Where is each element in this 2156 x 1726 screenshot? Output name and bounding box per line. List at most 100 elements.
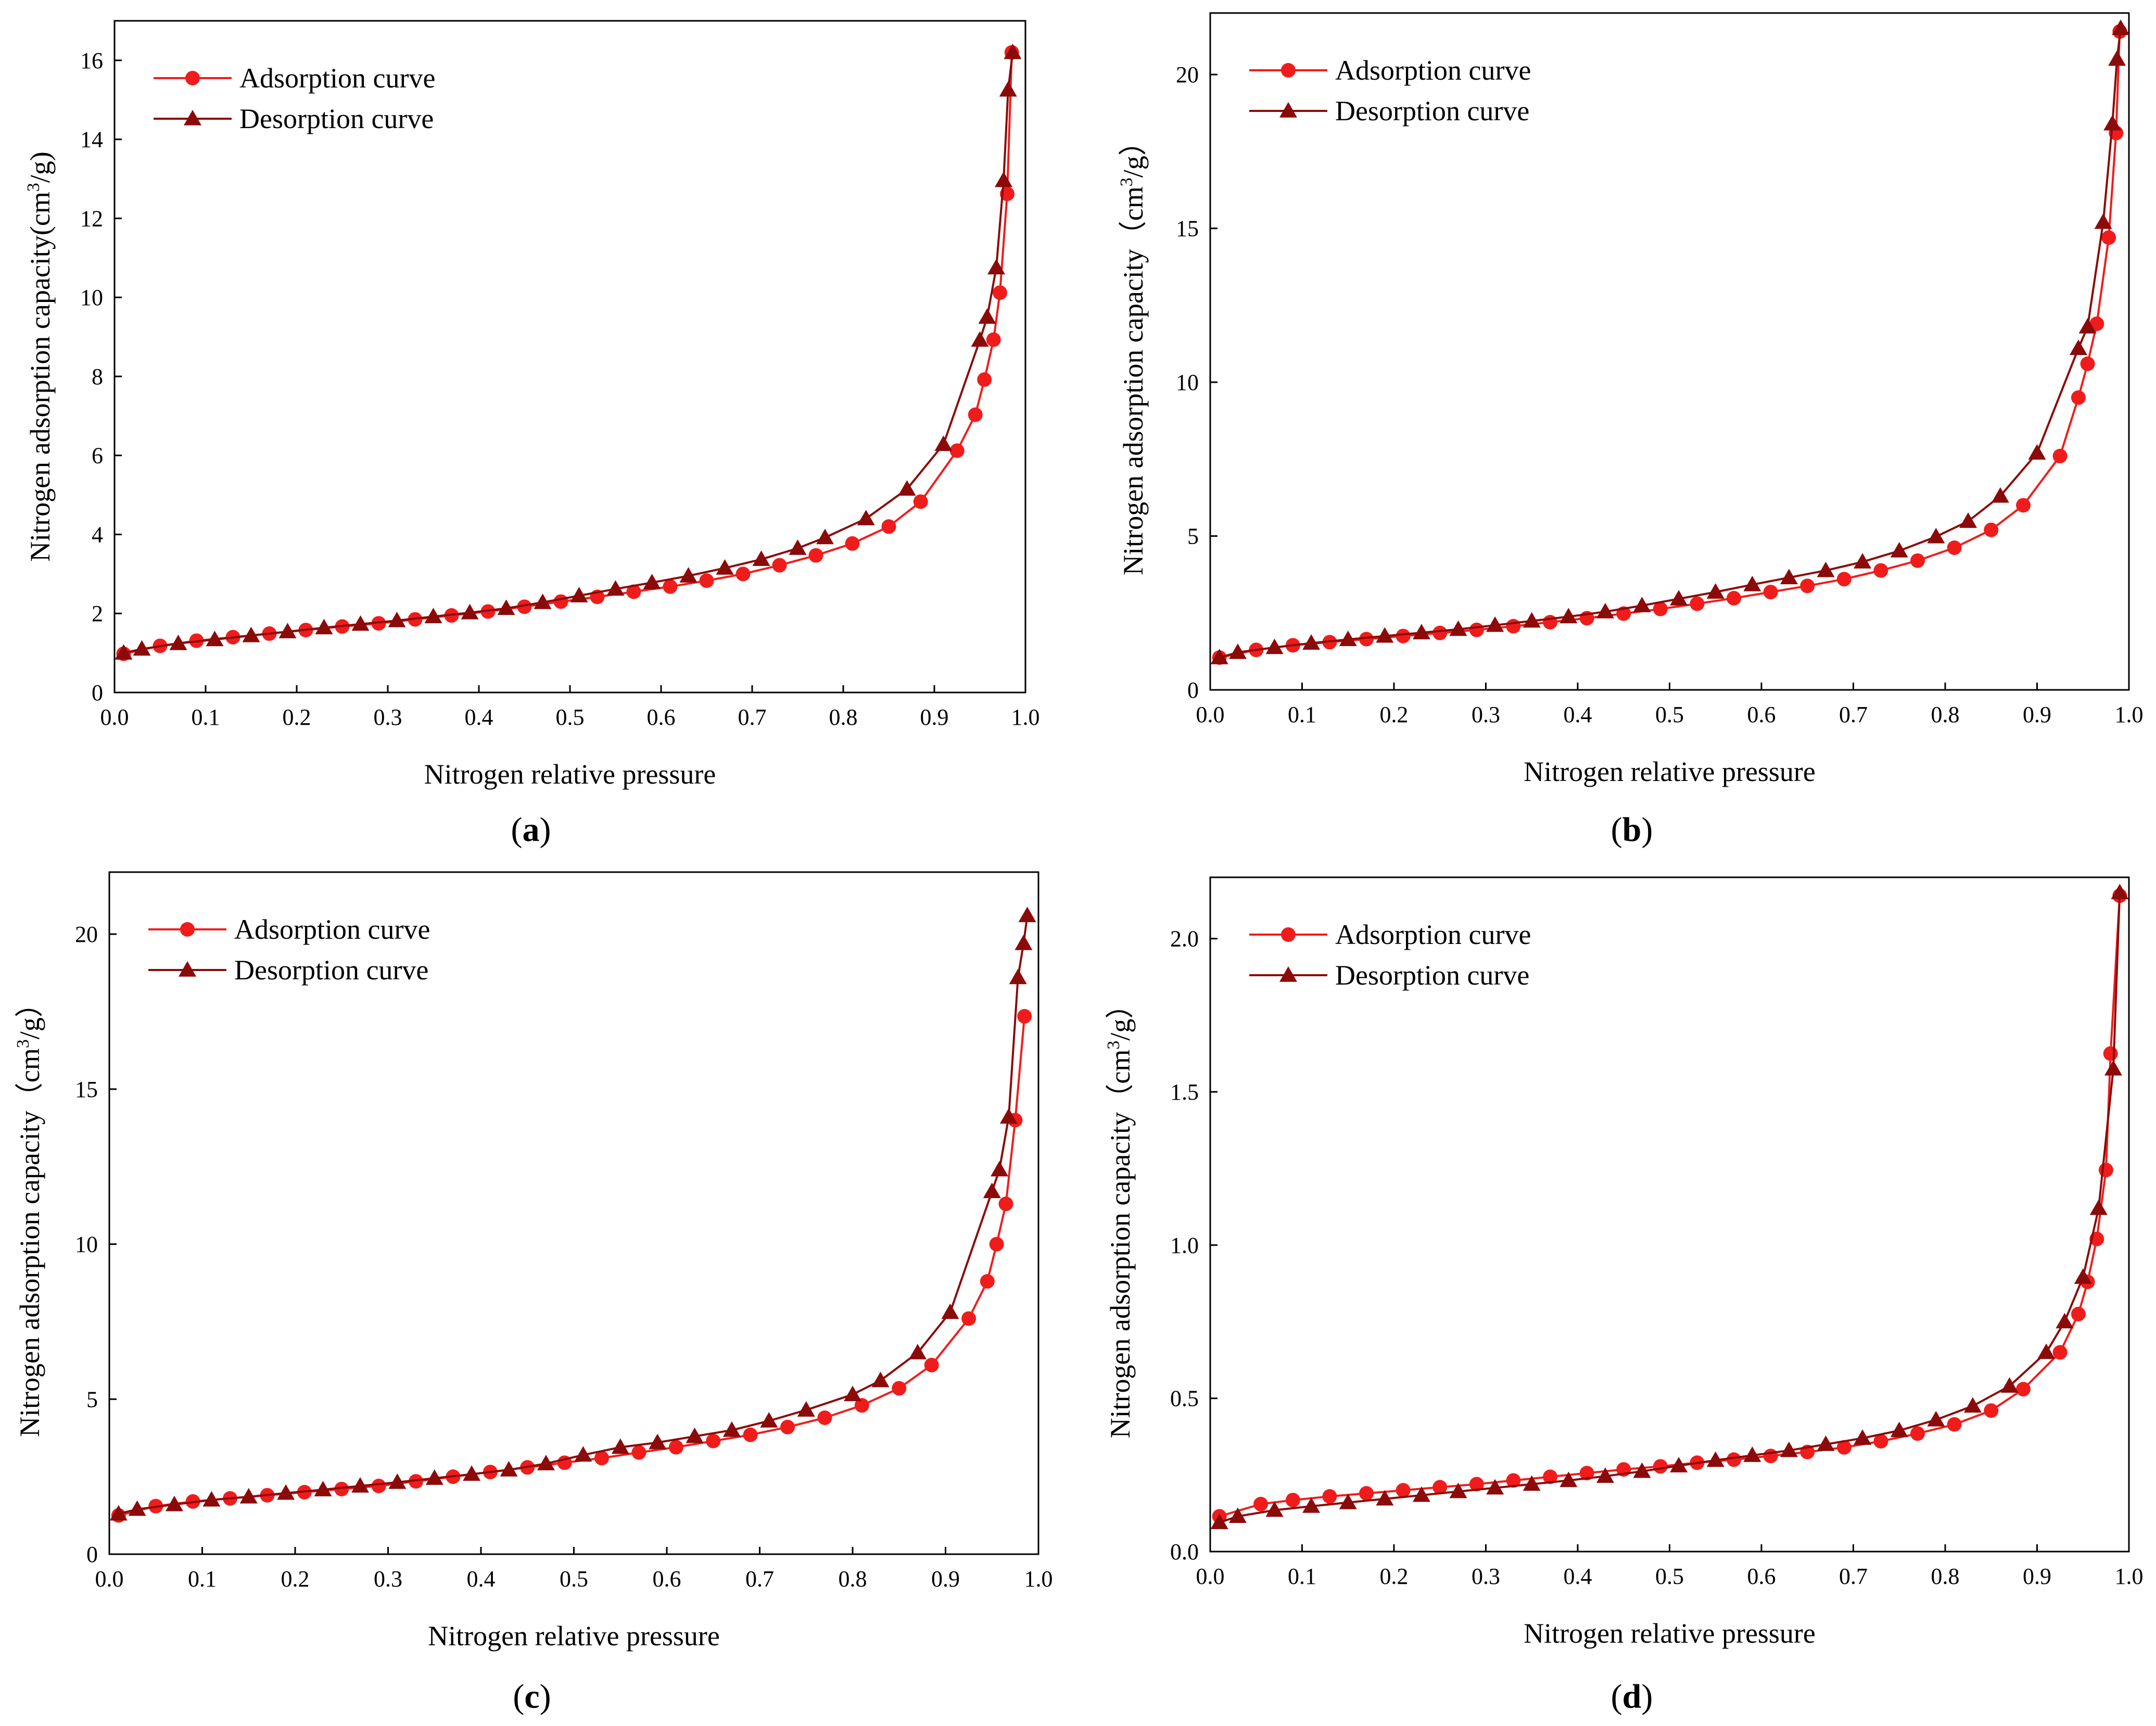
legend: Adsorption curve Desorption curve xyxy=(1249,55,1531,127)
adsorption-point xyxy=(553,594,568,609)
adsorption-point xyxy=(968,407,983,422)
caption-letter: c xyxy=(524,1678,539,1716)
y-tick-label: 5 xyxy=(86,1387,98,1412)
adsorption-point xyxy=(2103,1046,2118,1061)
desorption-point xyxy=(1890,1421,1908,1438)
desorption-point xyxy=(570,587,588,602)
legend-desorption-marker xyxy=(1279,966,1297,982)
adsorption-point xyxy=(845,536,860,551)
desorption-point xyxy=(722,1421,741,1437)
desorption-series xyxy=(1210,19,2130,664)
desorption-point xyxy=(1927,527,1945,544)
desorption-point xyxy=(797,1401,815,1417)
x-tick-label: 0.0 xyxy=(95,1566,124,1592)
adsorption-point xyxy=(1763,1448,1778,1464)
desorption-point xyxy=(2028,444,2046,460)
y-axis-label-superscript: 3 xyxy=(14,1039,33,1048)
desorption-point xyxy=(760,1412,778,1428)
desorption-series xyxy=(1210,884,2129,1529)
legend-desorption-label: Desorption curve xyxy=(239,103,434,134)
adsorption-point xyxy=(993,285,1007,300)
x-tick-label: 0.3 xyxy=(374,1566,402,1592)
adsorption-point xyxy=(854,1398,869,1413)
adsorption-point xyxy=(1984,1403,1999,1418)
desorption-point xyxy=(686,1427,704,1443)
desorption-point xyxy=(1339,1493,1357,1509)
desorption-point xyxy=(1265,638,1284,654)
adsorption-line xyxy=(123,52,1013,655)
adsorption-point xyxy=(1763,585,1778,600)
y-tick-label: 1.5 xyxy=(1170,1079,1199,1105)
desorption-point xyxy=(2103,115,2122,131)
y-axis-label-tail: /g） xyxy=(14,989,45,1039)
y-axis-label-tail: /g) xyxy=(24,152,56,183)
legend-adsorption-label: Adsorption curve xyxy=(1335,919,1531,950)
adsorption-point xyxy=(1359,1486,1374,1501)
y-axis-label: Nitrogen adsorption capacity（cm3/g） xyxy=(1104,991,1136,1439)
desorption-point xyxy=(1780,569,1798,585)
legend-adsorption-label: Adsorption curve xyxy=(1335,55,1531,86)
desorption-point xyxy=(1927,1410,1945,1427)
y-tick-label: 12 xyxy=(80,206,103,231)
adsorption-point xyxy=(626,584,641,599)
adsorption-point xyxy=(1432,625,1448,640)
adsorption-point xyxy=(1543,1469,1558,1484)
caption-letter: a xyxy=(523,811,540,849)
legend-desorption-marker xyxy=(179,961,196,977)
y-tick-label: 20 xyxy=(1176,62,1199,87)
adsorption-point xyxy=(1800,578,1815,594)
desorption-point xyxy=(1449,620,1467,636)
x-tick-label: 0.7 xyxy=(1839,702,1868,727)
panel-caption: (c) xyxy=(513,1678,551,1716)
y-axis-label-superscript: 3 xyxy=(1117,178,1136,186)
adsorption-point xyxy=(1396,628,1411,644)
y-tick-label: 20 xyxy=(75,922,98,947)
adsorption-point xyxy=(1727,1452,1742,1467)
desorption-point xyxy=(1670,590,1688,606)
desorption-point xyxy=(424,608,442,624)
x-tick-label: 0.8 xyxy=(839,1566,867,1592)
desorption-point xyxy=(1963,1397,1982,1413)
x-tick-label: 0.5 xyxy=(1655,702,1684,727)
y-axis-label-main: Nitrogen adsorption capacity(cm xyxy=(24,192,56,562)
caption-open-paren: ( xyxy=(1611,811,1622,849)
legend: Adsorption curve Desorption curve xyxy=(154,62,435,134)
adsorption-point xyxy=(1947,540,1962,555)
desorption-point xyxy=(898,480,916,496)
desorption-series xyxy=(109,906,1036,1521)
desorption-point xyxy=(1412,1486,1430,1502)
desorption-point xyxy=(1559,608,1578,624)
y-tick-label: 10 xyxy=(1176,370,1199,395)
y-axis-label: Nitrogen adsorption capacity（cm3/g） xyxy=(1117,128,1149,575)
desorption-point xyxy=(2111,884,2129,900)
desorption-point xyxy=(388,611,406,627)
x-tick-label: 0.1 xyxy=(1288,702,1316,727)
adsorption-point xyxy=(2016,1382,2031,1397)
adsorption-point xyxy=(517,599,532,614)
desorption-point xyxy=(1817,1435,1835,1451)
desorption-point xyxy=(1412,624,1430,639)
desorption-point xyxy=(995,171,1012,187)
y-tick-label: 10 xyxy=(80,285,103,310)
y-tick-label: 2.0 xyxy=(1170,926,1199,952)
caption-letter: d xyxy=(1622,1678,1642,1716)
desorption-point xyxy=(1633,597,1651,612)
desorption-point xyxy=(1890,541,1908,558)
chart-panel-d: 0.0 0.1 0.2 0.3 0.4 0.5 0.6 0.7 0.8 0.9 1.0 0.0 0.5 1… xyxy=(1104,876,2144,1716)
x-tick-label: 1.0 xyxy=(2115,1564,2144,1589)
adsorption-point xyxy=(2071,1306,2086,1321)
caption-open-paren: ( xyxy=(511,811,523,849)
adsorption-point xyxy=(1653,601,1668,616)
y-axis-label: Nitrogen adsorption capacity(cm3/g) xyxy=(24,152,56,562)
legend: Adsorption curve Desorption curve xyxy=(148,914,430,986)
adsorption-point xyxy=(1253,1496,1269,1511)
desorption-point xyxy=(169,634,187,650)
adsorption-point xyxy=(371,1479,386,1493)
x-tick-label: 0.5 xyxy=(560,1566,588,1592)
adsorption-point xyxy=(1727,590,1742,606)
desorption-point xyxy=(2078,318,2097,334)
adsorption-point xyxy=(631,1445,646,1460)
x-tick-label: 0.6 xyxy=(647,704,676,730)
desorption-point xyxy=(314,1481,332,1496)
desorption-point xyxy=(1959,512,1977,528)
